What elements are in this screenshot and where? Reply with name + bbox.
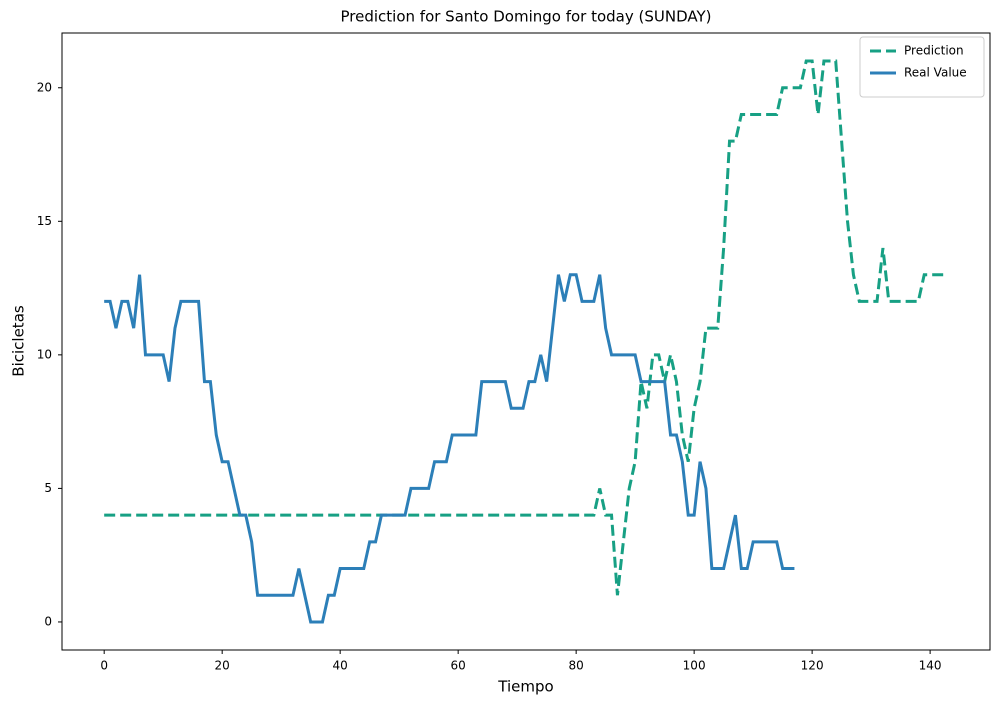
y-tick-label: 0 [44,614,52,628]
x-tick-label: 140 [919,659,942,673]
x-tick-label: 100 [683,659,706,673]
x-tick-label: 120 [801,659,824,673]
y-tick-label: 15 [37,214,52,228]
y-tick-label: 20 [37,80,52,94]
x-tick-label: 40 [333,659,348,673]
legend-label: Real Value [904,66,967,80]
y-tick-label: 10 [37,347,52,361]
x-tick-label: 0 [100,659,108,673]
data-line [104,59,948,596]
data-line [104,273,795,624]
x-axis-label: Tiempo [497,678,553,696]
y-axis-label: Bicicletas [10,305,28,377]
x-tick-label: 80 [569,659,584,673]
legend-label: Prediction [904,44,964,58]
x-tick-label: 20 [215,659,230,673]
plot-frame [61,32,991,651]
chart-title: Prediction for Santo Domingo for today (… [341,8,712,26]
x-tick-label: 60 [451,659,466,673]
y-tick-label: 5 [44,481,52,495]
